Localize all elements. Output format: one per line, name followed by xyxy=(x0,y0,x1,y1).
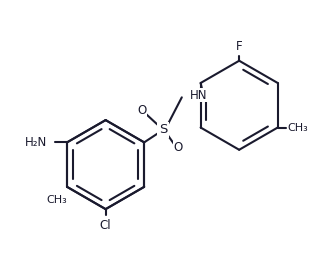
Text: O: O xyxy=(138,104,147,117)
Text: HN: HN xyxy=(190,89,207,102)
Text: S: S xyxy=(159,124,167,136)
Text: CH₃: CH₃ xyxy=(47,195,67,205)
Text: CH₃: CH₃ xyxy=(288,123,308,133)
Text: O: O xyxy=(173,141,183,154)
Text: Cl: Cl xyxy=(100,219,111,232)
Text: H₂N: H₂N xyxy=(25,136,47,149)
Text: F: F xyxy=(236,40,243,53)
